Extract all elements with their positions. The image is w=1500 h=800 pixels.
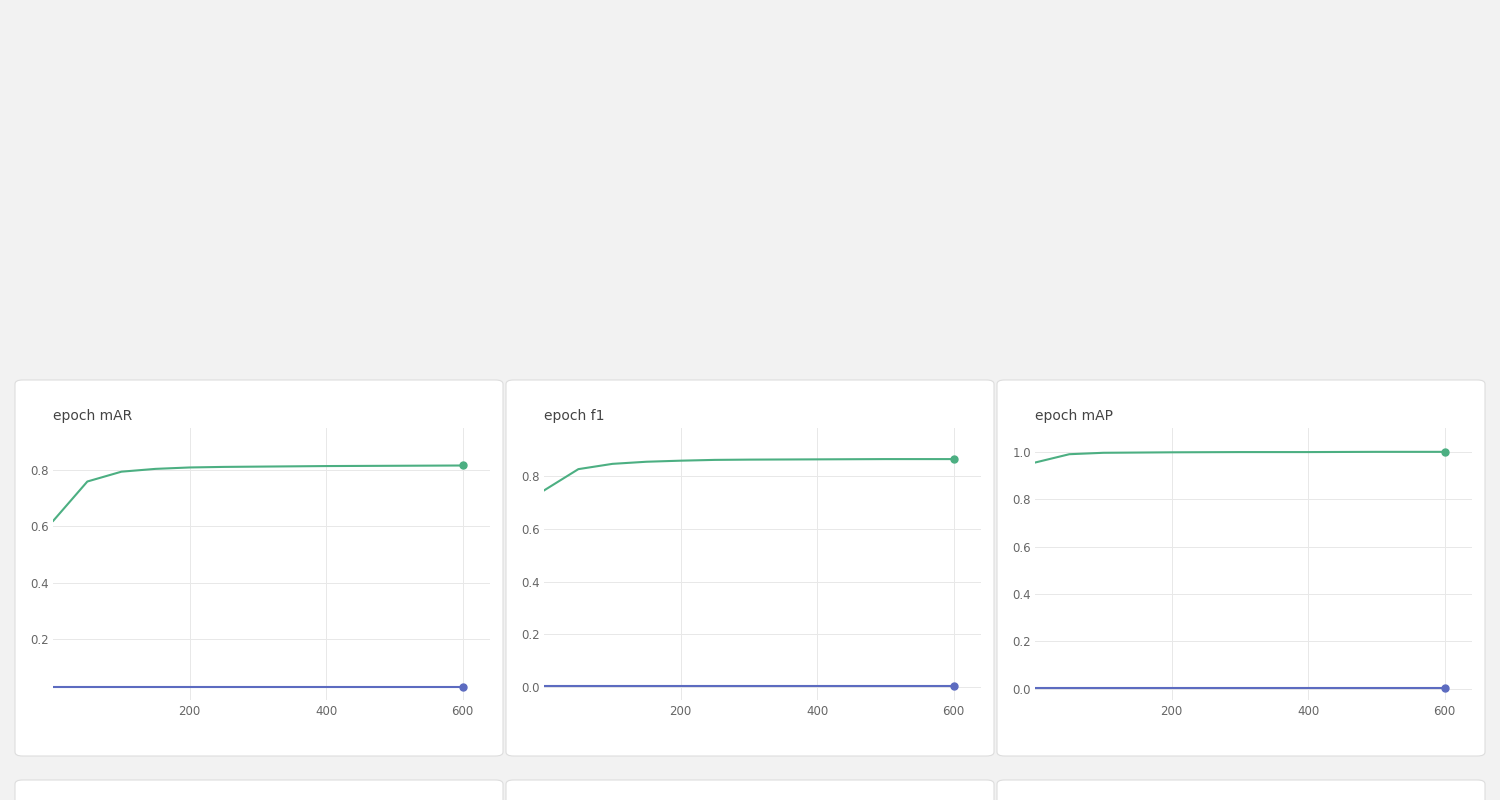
- Text: epoch mAR: epoch mAR: [53, 409, 132, 423]
- Text: epoch f1: epoch f1: [544, 409, 604, 423]
- Text: epoch mAP: epoch mAP: [1035, 409, 1113, 423]
